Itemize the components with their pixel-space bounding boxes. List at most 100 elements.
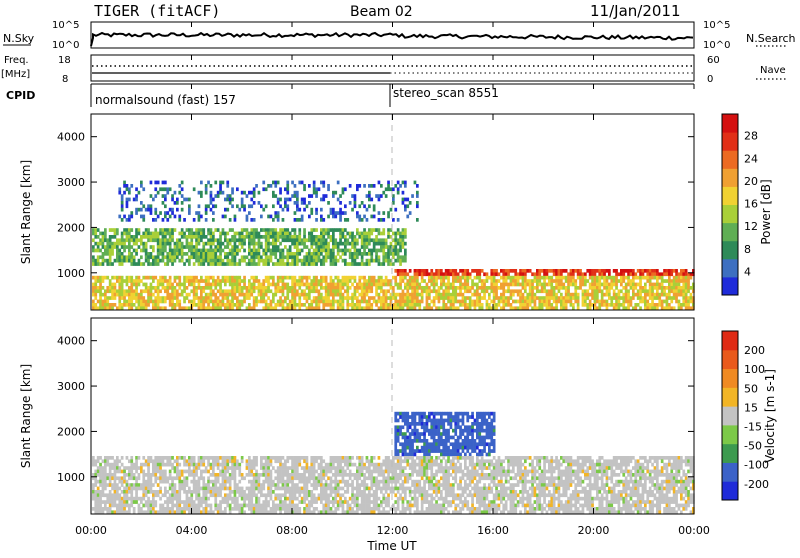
power-cell	[394, 296, 397, 300]
power-cell	[284, 228, 287, 232]
power-cell	[534, 286, 537, 290]
velocity-cell	[118, 466, 121, 470]
power-cell	[260, 259, 263, 263]
power-cell	[514, 283, 517, 287]
velocity-cell	[207, 480, 210, 484]
power-cell	[229, 303, 232, 307]
power-cell	[224, 276, 227, 280]
power-cell	[416, 218, 419, 222]
power-cell	[229, 289, 232, 293]
power-cell	[363, 279, 366, 283]
velocity-cell	[176, 507, 179, 511]
power-cell	[106, 296, 109, 300]
power-cell	[517, 279, 520, 283]
cpid-panel: CPID normalsound (fast) 157 stereo_scan …	[6, 84, 694, 107]
power-cell	[130, 259, 133, 263]
power-cell	[231, 255, 234, 259]
power-cell	[109, 228, 112, 232]
power-cell	[550, 276, 553, 280]
power-cell	[414, 181, 417, 185]
power-cell	[476, 286, 479, 290]
velocity-cell	[286, 480, 289, 484]
power-cell	[169, 242, 172, 246]
power-cell	[126, 228, 129, 232]
power-cell	[229, 198, 232, 202]
power-cell	[286, 204, 289, 208]
power-cell	[512, 276, 515, 280]
velocity-cell	[250, 504, 253, 508]
power-cell	[152, 300, 155, 304]
velocity-cell	[128, 487, 131, 491]
power-cell	[284, 296, 287, 300]
velocity-cell	[106, 507, 109, 511]
power-cell	[234, 235, 237, 239]
power-cell	[577, 276, 580, 280]
velocity-cell	[195, 497, 198, 501]
power-cell	[265, 303, 268, 307]
power-cell	[286, 235, 289, 239]
power-cell	[294, 201, 297, 205]
power-cell	[382, 232, 385, 236]
cpid-program-1: normalsound (fast) 157	[95, 93, 236, 107]
power-cell	[632, 276, 635, 280]
power-cell	[646, 272, 649, 276]
power-cell	[402, 242, 405, 246]
power-cell	[147, 276, 150, 280]
power-cell	[116, 289, 119, 293]
power-cell	[243, 296, 246, 300]
power-cell	[582, 303, 585, 307]
power-cell	[368, 296, 371, 300]
power-cell	[142, 249, 145, 253]
power-cell	[128, 293, 131, 297]
power-cell	[322, 279, 325, 283]
power-cell	[279, 259, 282, 263]
nsearch-label: N.Search	[746, 32, 796, 45]
velocity-cell	[109, 493, 112, 497]
power-cell	[145, 235, 148, 239]
power-cell	[498, 303, 501, 307]
power-cell	[102, 303, 105, 307]
power-cell	[315, 286, 318, 290]
power-cell	[570, 283, 573, 287]
power-cell	[416, 289, 419, 293]
power-cell	[594, 303, 597, 307]
power-cell	[334, 293, 337, 297]
power-cell	[610, 279, 613, 283]
power-cell	[565, 269, 568, 273]
power-cell	[306, 296, 309, 300]
power-cell	[435, 283, 438, 287]
power-cell	[150, 296, 153, 300]
power-cell	[123, 215, 126, 219]
power-cell	[308, 252, 311, 256]
velocity-cell	[337, 483, 340, 487]
power-cell	[332, 194, 335, 198]
power-cell	[169, 249, 172, 253]
power-cell	[231, 296, 234, 300]
velocity-cell	[282, 463, 285, 467]
power-cell	[277, 215, 280, 219]
power-cell	[560, 283, 563, 287]
power-cell	[538, 303, 541, 307]
power-cell	[644, 293, 647, 297]
power-cell	[522, 300, 525, 304]
power-cell	[375, 249, 378, 253]
power-cell	[392, 286, 395, 290]
power-cell	[258, 201, 261, 205]
power-cell	[438, 293, 441, 297]
power-cell	[159, 242, 162, 246]
power-cell	[618, 303, 621, 307]
velocity-cell	[99, 490, 102, 494]
velocity-cell	[229, 490, 232, 494]
power-cell	[279, 232, 282, 236]
power-cell	[150, 289, 153, 293]
power-cell	[332, 300, 335, 304]
power-cell	[433, 286, 436, 290]
power-cell	[490, 289, 493, 293]
velocity-cell	[322, 476, 325, 480]
power-cell	[358, 283, 361, 287]
power-cell	[493, 293, 496, 297]
velocity-cell	[308, 507, 311, 511]
power-cell	[397, 228, 400, 232]
power-cell	[282, 232, 285, 236]
velocity-cell	[318, 497, 321, 501]
